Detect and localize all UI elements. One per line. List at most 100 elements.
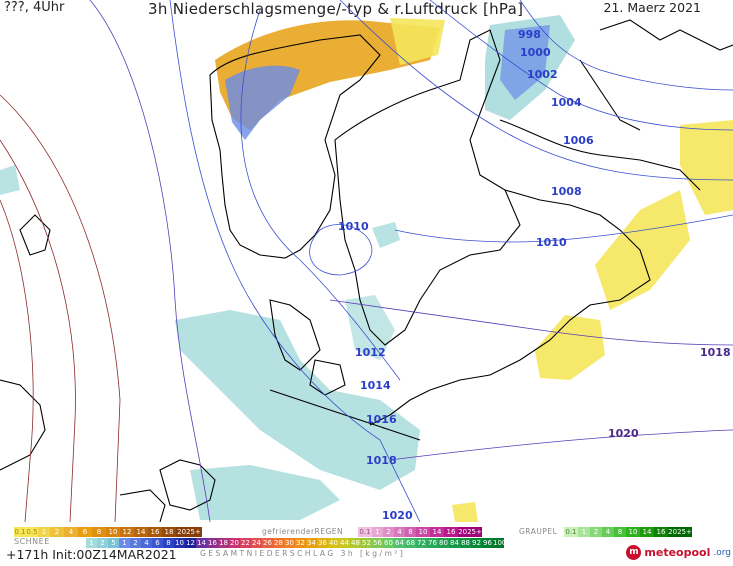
weather-map: 998 1000 1002 1004 1006 1008 1010 1010 1… xyxy=(0,0,733,522)
brand-name: meteopool xyxy=(644,546,711,559)
isobar-label: 1020 xyxy=(382,509,413,522)
total-precip-step: 28 xyxy=(273,538,284,548)
total-precip-step: 44 xyxy=(339,538,350,548)
isobar-label: 998 xyxy=(518,28,541,41)
graupel-step: 8 xyxy=(614,527,626,537)
isobar-label: 1012 xyxy=(355,346,386,359)
rain-step: 14 xyxy=(134,527,148,537)
graupel-step: 2 xyxy=(590,527,602,537)
graupel-scale: 0.1 1 2 4 8 10 14 16 2025+ xyxy=(564,527,692,537)
rain-scale: 0.1 0.5 1 2 4 6 8 10 12 14 16 18 2025+ xyxy=(14,527,202,537)
total-precip-step: 4 xyxy=(141,538,152,548)
precip-rain-norway xyxy=(225,65,300,140)
model-run-info: +171h Init:00Z14MAR2021 xyxy=(6,547,177,562)
isobar-label: 1014 xyxy=(360,379,391,392)
total-precip-step: 6 xyxy=(152,538,163,548)
total-precip-step: 24 xyxy=(251,538,262,548)
total-precip-label: GESAMTNIEDERSCHLAG 3h [kg/m²] xyxy=(200,549,406,558)
isobar-label: 1000 xyxy=(520,46,551,59)
total-precip-step: 22 xyxy=(240,538,251,548)
graupel-step: 10 xyxy=(626,527,640,537)
total-precip-step: 56 xyxy=(372,538,383,548)
total-precip-step: 92 xyxy=(471,538,482,548)
precip-germany-teal xyxy=(190,465,340,520)
total-precip-step: 34 xyxy=(306,538,317,548)
total-precip-step: 88 xyxy=(460,538,471,548)
rain-step: 2 xyxy=(50,527,64,537)
precip-russia-yellow xyxy=(680,120,733,215)
meteopool-logo-icon: m xyxy=(626,545,642,560)
graupel-step: 16 xyxy=(654,527,668,537)
rain-step: 1 xyxy=(38,527,50,537)
freezing-step: 2025+ xyxy=(458,527,482,537)
total-precip-step: 60 xyxy=(383,538,394,548)
total-precip-step: 20 xyxy=(229,538,240,548)
freezing-step: 16 xyxy=(444,527,458,537)
total-precip-step: 12 xyxy=(185,538,196,548)
rain-step: 10 xyxy=(106,527,120,537)
precip-poland-yellow xyxy=(535,315,605,380)
total-precip-step: 1 xyxy=(86,538,97,548)
total-precip-step: 16 xyxy=(207,538,218,548)
precip-lake-teal xyxy=(372,222,400,248)
total-precip-step: 32 xyxy=(295,538,306,548)
graupel-step: 2025+ xyxy=(668,527,692,537)
total-precip-step: 72 xyxy=(416,538,427,548)
total-precip-step: 84 xyxy=(449,538,460,548)
rain-step: 16 xyxy=(148,527,162,537)
total-precip-step: 18 xyxy=(218,538,229,548)
isobar-label: 1010 xyxy=(338,220,369,233)
isobars xyxy=(0,0,733,522)
precip-baltic-yellow xyxy=(595,190,690,310)
rain-step: 18 xyxy=(162,527,176,537)
total-precip-step: 36 xyxy=(317,538,328,548)
rain-step: 4 xyxy=(64,527,78,537)
total-precip-step: 2 xyxy=(130,538,141,548)
total-precip-step: 80 xyxy=(438,538,449,548)
precip-legend: 0.1 0.5 1 2 4 6 8 10 12 14 16 18 2025+ S… xyxy=(0,522,733,566)
total-precip-scale: 1 2 5 1 2 4 6 8 10 12 14 16 18 20 22 24 26 28 30 32 34 36 40 44… xyxy=(86,538,506,548)
total-precip-step: 64 xyxy=(394,538,405,548)
freezing-step: 2 xyxy=(383,527,394,537)
total-precip-step: 26 xyxy=(262,538,273,548)
isobar-label: 1018 xyxy=(366,454,397,467)
total-precip-step: 52 xyxy=(361,538,372,548)
total-precip-step: 5 xyxy=(108,538,119,548)
freezing-step: 0.1 xyxy=(358,527,372,537)
total-precip-step: 40 xyxy=(328,538,339,548)
total-precip-step: 68 xyxy=(405,538,416,548)
isobar-label: 1018 xyxy=(700,346,731,359)
graupel-step: 14 xyxy=(640,527,654,537)
total-precip-step: 30 xyxy=(284,538,295,548)
graupel-step: 1 xyxy=(578,527,590,537)
snow-label: SCHNEE xyxy=(14,537,50,546)
isobar-label: 1004 xyxy=(551,96,582,109)
freezing-rain-scale: 0.1 1 2 4 8 10 14 16 2025+ xyxy=(358,527,482,537)
rain-step: 0.1 xyxy=(14,527,26,537)
freezing-step: 10 xyxy=(416,527,430,537)
graupel-step: 0.1 xyxy=(564,527,578,537)
total-precip-step: 10 xyxy=(174,538,185,548)
graupel-step: 4 xyxy=(602,527,614,537)
rain-step: 8 xyxy=(92,527,106,537)
total-precip-step: 14 xyxy=(196,538,207,548)
header-valid-time: ???, 4Uhr xyxy=(4,0,65,15)
total-precip-step: 96 xyxy=(482,538,493,548)
isobar-label: 1020 xyxy=(608,427,639,440)
precip-west-teal xyxy=(0,165,20,195)
freezing-step: 4 xyxy=(394,527,405,537)
total-precip-step: 48 xyxy=(350,538,361,548)
total-precip-step: 1 xyxy=(119,538,130,548)
precip-areas xyxy=(0,15,733,522)
isobar-label: 1002 xyxy=(527,68,558,81)
isobar-labels: 998 1000 1002 1004 1006 1008 1010 1010 1… xyxy=(338,28,731,522)
precip-baltic-teal xyxy=(345,295,395,360)
graupel-label: GRAUPEL xyxy=(519,527,558,536)
precip-light-norway xyxy=(390,18,445,65)
total-precip-step: 2 xyxy=(97,538,108,548)
rain-step: 6 xyxy=(78,527,92,537)
isobar-label: 1006 xyxy=(563,134,594,147)
precip-south-yellow xyxy=(452,502,478,522)
coastlines xyxy=(0,19,733,522)
isobar-label: 1008 xyxy=(551,185,582,198)
